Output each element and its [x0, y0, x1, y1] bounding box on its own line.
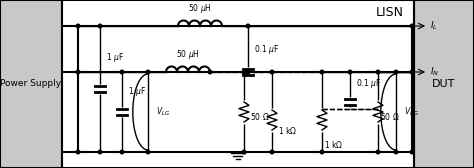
Circle shape [270, 70, 274, 74]
Circle shape [120, 150, 124, 154]
Text: 0.1 $\mu$F: 0.1 $\mu$F [356, 77, 381, 91]
Text: $V_{LG}$: $V_{LG}$ [156, 106, 170, 118]
Circle shape [410, 150, 414, 154]
Circle shape [410, 70, 414, 74]
Circle shape [320, 150, 324, 154]
Text: $I_N$: $I_N$ [430, 66, 439, 78]
Text: 1 k$\Omega$: 1 k$\Omega$ [324, 138, 343, 150]
Circle shape [270, 150, 274, 154]
Bar [414, 0, 474, 168]
Circle shape [410, 24, 414, 28]
Text: 50 $\Omega$: 50 $\Omega$ [250, 112, 270, 122]
Text: 50 $\Omega$: 50 $\Omega$ [380, 112, 400, 122]
Circle shape [208, 70, 212, 74]
Circle shape [242, 70, 246, 74]
Text: 50 $\mu$H: 50 $\mu$H [188, 2, 212, 15]
Circle shape [320, 70, 324, 74]
Text: DUT: DUT [432, 79, 456, 89]
Circle shape [394, 150, 398, 154]
Bar [0, 0, 62, 168]
Text: Power Supply: Power Supply [0, 79, 62, 89]
Circle shape [242, 150, 246, 154]
Circle shape [246, 24, 250, 28]
Text: 1 k$\Omega$: 1 k$\Omega$ [278, 124, 297, 136]
Circle shape [120, 70, 124, 74]
Circle shape [376, 70, 380, 74]
Circle shape [348, 70, 352, 74]
Text: LISN: LISN [376, 6, 404, 18]
Circle shape [98, 24, 102, 28]
Text: $I_L$: $I_L$ [430, 20, 438, 32]
Circle shape [246, 70, 250, 74]
Text: 50 $\mu$H: 50 $\mu$H [176, 48, 200, 61]
Text: 0.1 $\mu$F: 0.1 $\mu$F [254, 43, 279, 55]
Circle shape [146, 150, 150, 154]
Circle shape [376, 150, 380, 154]
Text: 1 $\mu$F: 1 $\mu$F [106, 51, 124, 64]
Text: 1 $\mu$F: 1 $\mu$F [128, 86, 146, 98]
Circle shape [146, 70, 150, 74]
Bar [62, 0, 414, 168]
Circle shape [98, 150, 102, 154]
Text: $V_{NG}$: $V_{NG}$ [404, 106, 419, 118]
Circle shape [76, 24, 80, 28]
Circle shape [76, 150, 80, 154]
Circle shape [76, 70, 80, 74]
Circle shape [394, 70, 398, 74]
